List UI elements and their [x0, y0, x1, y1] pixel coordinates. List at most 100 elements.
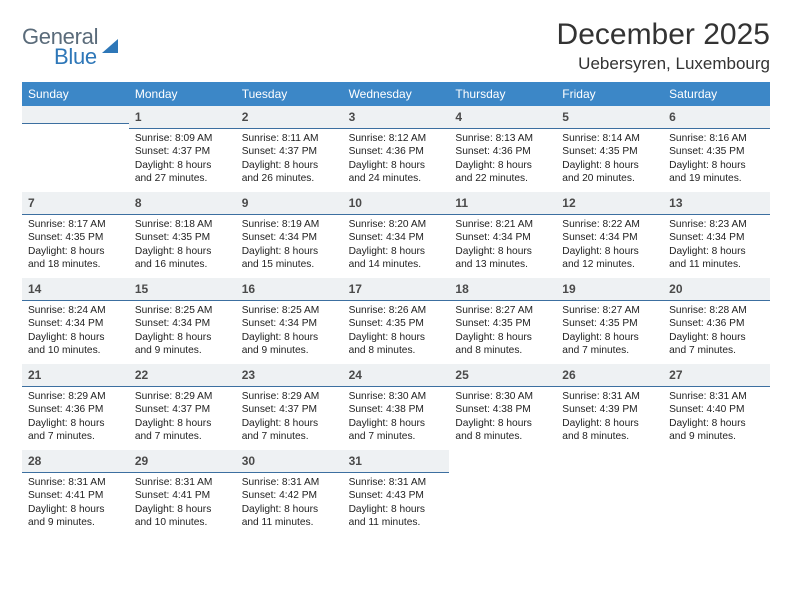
daynum-row: 11 [449, 192, 556, 215]
daynum-row: 26 [556, 364, 663, 387]
day-cell: 16Sunrise: 8:25 AMSunset: 4:34 PMDayligh… [236, 278, 343, 364]
day-cell [556, 450, 663, 536]
day-cell: 2 Sunrise: 8:11 AMSunset: 4:37 PMDaylight… [236, 106, 343, 192]
day-cell: 26Sunrise: 8:31 AMSunset: 4:39 PMDayligh… [556, 364, 663, 450]
daynum-row: 8 [129, 192, 236, 215]
daylight-text: Daylight: 8 hours and 9 minutes. [135, 331, 230, 358]
daylight-text: Daylight: 8 hours and 16 minutes. [135, 245, 230, 272]
daynum-row: 24 [343, 364, 450, 387]
sunset-text: Sunset: 4:36 PM [669, 317, 764, 330]
daylight-text: Daylight: 8 hours and 9 minutes. [28, 503, 123, 530]
sunset-text: Sunset: 4:35 PM [135, 231, 230, 244]
day-number: 2 [242, 110, 249, 124]
sunrise-text: Sunrise: 8:12 AM [349, 132, 444, 145]
sunset-text: Sunset: 4:36 PM [455, 145, 550, 158]
sunset-text: Sunset: 4:34 PM [242, 231, 337, 244]
day-body: Sunrise: 8:18 AMSunset: 4:35 PMDaylight:… [129, 215, 236, 278]
sunrise-text: Sunrise: 8:25 AM [242, 304, 337, 317]
sunset-text: Sunset: 4:42 PM [242, 489, 337, 502]
sunset-text: Sunset: 4:43 PM [349, 489, 444, 502]
daylight-text: Daylight: 8 hours and 7 minutes. [669, 331, 764, 358]
daynum-row: 6 [663, 106, 770, 129]
day-cell: 29Sunrise: 8:31 AMSunset: 4:41 PMDayligh… [129, 450, 236, 536]
sunset-text: Sunset: 4:37 PM [135, 403, 230, 416]
sunrise-text: Sunrise: 8:30 AM [455, 390, 550, 403]
day-body: Sunrise: 8:31 AMSunset: 4:39 PMDaylight:… [556, 387, 663, 450]
day-body: Sunrise: 8:24 AMSunset: 4:34 PMDaylight:… [22, 301, 129, 364]
weekday-label: Sunday [22, 82, 129, 106]
day-number: 14 [28, 282, 41, 296]
daynum-row: 21 [22, 364, 129, 387]
day-number: 19 [562, 282, 575, 296]
sunrise-text: Sunrise: 8:18 AM [135, 218, 230, 231]
daynum-row: 9 [236, 192, 343, 215]
day-body: Sunrise: 8:29 AMSunset: 4:37 PMDaylight:… [236, 387, 343, 450]
day-body: Sunrise: 8:21 AMSunset: 4:34 PMDaylight:… [449, 215, 556, 278]
day-cell [22, 106, 129, 192]
day-number: 15 [135, 282, 148, 296]
day-cell [663, 450, 770, 536]
daylight-text: Daylight: 8 hours and 8 minutes. [349, 331, 444, 358]
day-cell: 10Sunrise: 8:20 AMSunset: 4:34 PMDayligh… [343, 192, 450, 278]
day-number: 8 [135, 196, 142, 210]
calendar-page: General Blue December 2025 Uebersyren, L… [0, 0, 792, 536]
sunrise-text: Sunrise: 8:31 AM [28, 476, 123, 489]
daylight-text: Daylight: 8 hours and 13 minutes. [455, 245, 550, 272]
day-cell: 11Sunrise: 8:21 AMSunset: 4:34 PMDayligh… [449, 192, 556, 278]
day-number: 17 [349, 282, 362, 296]
day-body: Sunrise: 8:30 AMSunset: 4:38 PMDaylight:… [343, 387, 450, 450]
daynum-row: 14 [22, 278, 129, 301]
weekday-label: Friday [556, 82, 663, 106]
daynum-row: 28 [22, 450, 129, 473]
day-number: 5 [562, 110, 569, 124]
week-row: 21 Sunrise: 8:29 AM Sunset: 4:36 PM Dayligh… [22, 364, 770, 450]
sunrise-text: Sunrise: 8:31 AM [135, 476, 230, 489]
day-cell: 28Sunrise: 8:31 AMSunset: 4:41 PMDayligh… [22, 450, 129, 536]
day-body: Sunrise: 8:25 AMSunset: 4:34 PMDaylight:… [129, 301, 236, 364]
sunset-text: Sunset: 4:40 PM [669, 403, 764, 416]
day-body: Sunrise: 8:22 AMSunset: 4:34 PMDaylight:… [556, 215, 663, 278]
daynum-row: 13 [663, 192, 770, 215]
day-number: 18 [455, 282, 468, 296]
weekday-label: Thursday [449, 82, 556, 106]
sunrise-text: Sunrise: 8:29 AM [135, 390, 230, 403]
day-cell: 22Sunrise: 8:29 AMSunset: 4:37 PMDayligh… [129, 364, 236, 450]
weekday-label: Wednesday [343, 82, 450, 106]
daylight-text: Daylight: 8 hours and 7 minutes. [349, 417, 444, 444]
day-body: Sunrise: 8:31 AMSunset: 4:42 PMDaylight:… [236, 473, 343, 536]
sunrise-text: Sunrise: 8:16 AM [669, 132, 764, 145]
sunrise-text: Sunrise: 8:09 AM [135, 132, 230, 145]
logo: General Blue [22, 24, 118, 70]
daylight-text: Daylight: 8 hours and 8 minutes. [455, 417, 550, 444]
day-cell: 6 Sunrise: 8:16 AMSunset: 4:35 PMDaylight… [663, 106, 770, 192]
daylight-text: Daylight: 8 hours and 7 minutes. [135, 417, 230, 444]
logo-word2: Blue [54, 44, 98, 70]
daynum-row: 19 [556, 278, 663, 301]
daylight-text: Daylight: 8 hours and 9 minutes. [669, 417, 764, 444]
day-number: 6 [669, 110, 676, 124]
week-row: 28Sunrise: 8:31 AMSunset: 4:41 PMDayligh… [22, 450, 770, 536]
daylight-text: Daylight: 8 hours and 12 minutes. [562, 245, 657, 272]
sunrise-text: Sunrise: 8:22 AM [562, 218, 657, 231]
sunset-text: Sunset: 4:36 PM [28, 403, 123, 416]
day-cell: 5Sunrise: 8:14 AMSunset: 4:35 PMDaylight… [556, 106, 663, 192]
daylight-text: Daylight: 8 hours and 10 minutes. [135, 503, 230, 530]
day-body: Sunrise: 8:11 AMSunset: 4:37 PMDaylight:… [236, 129, 343, 192]
daylight-text: Daylight: 8 hours and 11 minutes. [349, 503, 444, 530]
sunrise-text: Sunrise: 8:14 AM [562, 132, 657, 145]
daylight-text: Daylight: 8 hours and 11 minutes. [242, 503, 337, 530]
sunrise-text: Sunrise: 8:25 AM [135, 304, 230, 317]
day-body: Sunrise: 8:17 AMSunset: 4:35 PMDaylight:… [22, 215, 129, 278]
daylight-text: Daylight: 8 hours and 7 minutes. [562, 331, 657, 358]
day-body: Sunrise: 8:16 AMSunset: 4:35 PMDaylight:… [663, 129, 770, 192]
day-body: Sunrise: 8:12 AMSunset: 4:36 PMDaylight:… [343, 129, 450, 192]
sunset-text: Sunset: 4:38 PM [455, 403, 550, 416]
sunset-text: Sunset: 4:41 PM [135, 489, 230, 502]
day-cell: 20Sunrise: 8:28 AMSunset: 4:36 PMDayligh… [663, 278, 770, 364]
daylight-text: Daylight: 8 hours and 24 minutes. [349, 159, 444, 186]
day-body: Sunrise: 8:19 AMSunset: 4:34 PMDaylight:… [236, 215, 343, 278]
day-cell: 30Sunrise: 8:31 AMSunset: 4:42 PMDayligh… [236, 450, 343, 536]
daynum-row: 2 [236, 106, 343, 129]
day-cell: 3Sunrise: 8:12 AMSunset: 4:36 PMDaylight… [343, 106, 450, 192]
sunset-text: Sunset: 4:37 PM [242, 403, 337, 416]
